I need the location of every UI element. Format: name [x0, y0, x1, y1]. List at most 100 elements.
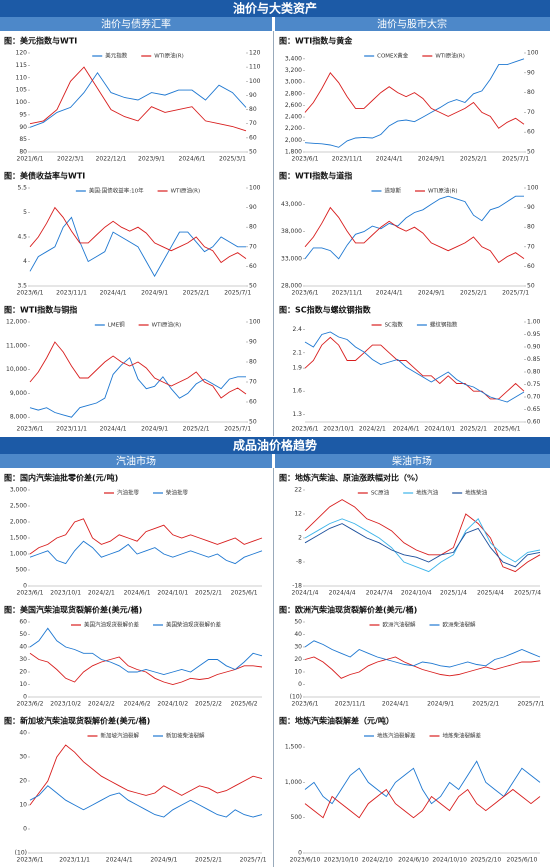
- x-tick-label: 2023/6/2: [17, 701, 44, 708]
- series-line: [29, 785, 263, 818]
- x-tick-label: 2024/9/1: [141, 290, 168, 297]
- series-line: [29, 216, 246, 278]
- legend-label: 新加坡柴油裂解: [166, 732, 205, 740]
- x-tick-label: 2024/9/1: [141, 426, 168, 433]
- x-tick-label: 2023/6/1: [17, 290, 44, 297]
- x-tick-label: 2025/6/1: [494, 426, 521, 433]
- x-tick-label: 2024/4/1: [100, 290, 127, 297]
- y-tick-label: 0.95: [527, 331, 541, 338]
- x-tick-label: 2022/3/1: [57, 156, 84, 163]
- y-tick-label: 80: [249, 224, 257, 231]
- y-tick-label: 100: [527, 50, 539, 57]
- y-tick-label: 3,000: [10, 487, 27, 494]
- y-tick-label: 70: [527, 109, 535, 116]
- y-tick-label: 5.5: [17, 185, 27, 192]
- column-title: 柴油市场: [392, 455, 432, 468]
- y-tick-label: 0.70: [527, 394, 541, 401]
- y-tick-label: 90: [249, 339, 257, 346]
- column-bar: [275, 17, 550, 31]
- y-tick-label: -18: [292, 583, 302, 590]
- x-tick-label: 2023/9/1: [138, 156, 165, 163]
- series-line: [304, 336, 525, 400]
- y-tick-label: 50: [527, 283, 535, 290]
- y-tick-label: 0: [298, 850, 302, 857]
- y-tick-label: 60: [249, 134, 257, 141]
- y-tick-label: 0.90: [527, 344, 541, 351]
- y-tick-label: 1,500: [285, 744, 302, 751]
- y-tick-label: 80: [249, 359, 257, 366]
- y-tick-label: 500: [16, 567, 28, 574]
- y-tick-label: 2,000: [10, 519, 27, 526]
- y-tick-label: 70: [527, 243, 535, 250]
- y-tick-label: 90: [527, 204, 535, 211]
- y-tick-label: 100: [527, 185, 539, 192]
- x-tick-label: 2022/12/1: [96, 156, 127, 163]
- chart-title: 图：WTI指数与黄金: [279, 36, 353, 46]
- y-tick-label: 100: [16, 99, 28, 106]
- legend-label: 新加坡汽油裂解: [100, 732, 139, 740]
- y-tick-label: 1,500: [10, 535, 27, 542]
- legend-label: 欧洲汽油裂解: [382, 621, 416, 629]
- legend-label: SC原油: [371, 489, 390, 497]
- section-title: 成品油价格趋势: [233, 438, 317, 453]
- x-tick-label: 2024/9/1: [427, 701, 454, 708]
- x-tick-label: 2024/4/1: [106, 857, 133, 864]
- y-tick-label: 0.65: [527, 406, 541, 413]
- legend-label: WTI原油(R): [428, 187, 458, 195]
- y-tick-label: 0: [298, 681, 302, 688]
- x-tick-label: 2024/9/1: [418, 156, 445, 163]
- legend-label: SC指数: [385, 321, 404, 329]
- y-tick-label: -8: [296, 559, 302, 566]
- y-tick-label: 5: [23, 209, 27, 216]
- y-tick-label: 0.75: [527, 381, 541, 388]
- chart-title: 图：美元指数与WTI: [4, 36, 77, 46]
- y-tick-label: 2.4: [292, 326, 302, 333]
- y-tick-label: 10: [19, 681, 27, 688]
- x-tick-label: 2023/11/1: [56, 290, 87, 297]
- series-line: [29, 744, 263, 806]
- series-line: [304, 195, 524, 260]
- y-tick-label: 43,000: [281, 201, 302, 208]
- x-tick-label: 2024/4/1: [382, 701, 409, 708]
- chart-title: 图：欧洲汽柴油现货裂解价差(美元/桶): [279, 605, 417, 615]
- y-tick-label: 80: [527, 224, 535, 231]
- y-tick-label: 500: [291, 814, 303, 821]
- y-tick-label: 60: [527, 263, 535, 270]
- y-tick-label: 30: [19, 754, 27, 761]
- x-tick-label: 2024/10/10: [432, 857, 467, 864]
- y-tick-label: 2,600: [285, 102, 302, 109]
- x-tick-label: 2025/7/1: [517, 701, 544, 708]
- x-tick-label: 2023/10/2: [50, 701, 81, 708]
- y-tick-label: 20: [19, 669, 27, 676]
- legend-label: 地炼汽油裂解差: [377, 732, 416, 740]
- y-tick-label: 80: [249, 106, 257, 113]
- y-tick-label: 3,200: [285, 67, 302, 74]
- x-tick-label: 2023/6/10: [290, 857, 321, 864]
- series-line: [29, 518, 263, 555]
- y-tick-label: 1.9: [292, 365, 302, 372]
- x-tick-label: 2024/6/1: [393, 426, 420, 433]
- x-tick-label: 2024/2/1: [88, 590, 115, 597]
- y-tick-label: 10: [294, 669, 302, 676]
- chart-title: 图：地炼汽柴油、原油涨跌幅对比（%）: [279, 473, 423, 483]
- legend-label: 地炼柴油: [465, 489, 488, 497]
- y-tick-label: (10): [15, 850, 27, 857]
- y-tick-label: 2: [298, 535, 302, 542]
- x-tick-label: 2024/7/4: [366, 590, 393, 597]
- x-tick-label: 2025/2/1: [183, 290, 210, 297]
- y-tick-label: 0: [23, 826, 27, 833]
- section-title: 油价与大类资产: [233, 1, 317, 16]
- x-tick-label: 2025/7/1: [224, 426, 251, 433]
- y-tick-label: 1.3: [292, 411, 302, 418]
- y-tick-label: (10): [290, 694, 302, 701]
- x-tick-label: 2023/6/1: [292, 156, 319, 163]
- series-line: [29, 72, 247, 128]
- y-tick-label: 95: [19, 111, 27, 118]
- chart-title: 图：国内汽柴油批零价差(元/吨): [4, 473, 118, 483]
- y-tick-label: 80: [527, 89, 535, 96]
- section-bar: [0, 437, 550, 454]
- x-tick-label: 2024/6/1: [124, 590, 151, 597]
- x-tick-label: 2025/7/4: [514, 590, 541, 597]
- y-tick-label: 12,000: [6, 319, 27, 326]
